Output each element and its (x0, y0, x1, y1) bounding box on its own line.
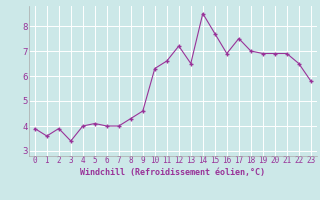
X-axis label: Windchill (Refroidissement éolien,°C): Windchill (Refroidissement éolien,°C) (80, 168, 265, 177)
